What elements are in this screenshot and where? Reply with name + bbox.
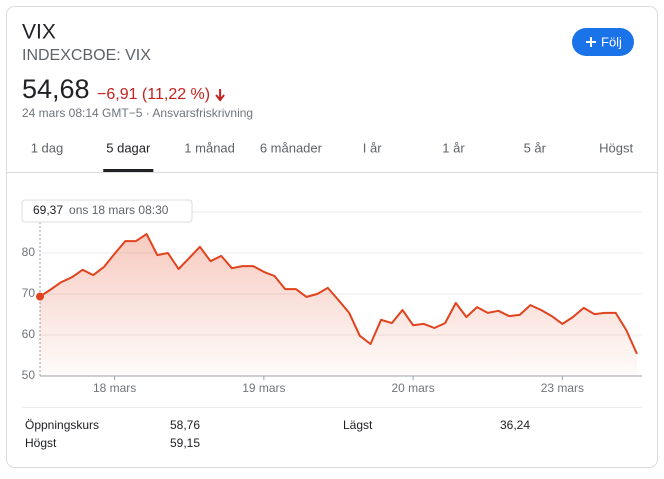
stat-label: Högst: [25, 436, 57, 450]
plus-icon: [586, 37, 596, 47]
price-change: −6,91 (11,22 %): [97, 86, 210, 103]
timestamp: 24 mars 08:14 GMT−5 · Ansvarsfriskrivnin…: [22, 106, 253, 120]
y-tick-label: 60: [22, 327, 36, 341]
y-tick-label: 50: [22, 368, 36, 382]
tab[interactable]: 5 år: [524, 140, 547, 155]
tab[interactable]: 6 månader: [260, 140, 323, 155]
stat-label: Lägst: [343, 418, 373, 432]
down-arrow: [215, 89, 225, 102]
x-tick-label: 18 mars: [93, 381, 136, 395]
tab[interactable]: 1 år: [442, 140, 465, 155]
x-tick-label: 20 mars: [391, 381, 434, 395]
ticker: INDEXCBOE: VIX: [22, 47, 151, 64]
tooltip-box: [21, 199, 193, 223]
tab[interactable]: 5 dagar: [106, 140, 151, 155]
tooltip-dot: [36, 292, 44, 301]
follow-label[interactable]: Följ: [601, 34, 622, 49]
y-tick-label: 70: [22, 286, 36, 300]
tab[interactable]: Högst: [599, 140, 633, 155]
price: 54,68: [22, 74, 90, 104]
tab[interactable]: I år: [363, 140, 382, 155]
tooltip-value: 69,37: [33, 203, 63, 217]
stat-value: 58,76: [170, 418, 200, 432]
tab-underline: [103, 169, 154, 172]
price-line: [39, 233, 638, 355]
tab[interactable]: 1 månad: [184, 140, 235, 155]
x-tick-label: 19 mars: [242, 381, 285, 395]
card: [6, 6, 658, 468]
follow-button[interactable]: Följ: [572, 28, 634, 56]
stat-value: 59,15: [170, 436, 200, 450]
x-tick-label: 23 mars: [541, 381, 584, 395]
tooltip-time: ons 18 mars 08:30: [69, 203, 169, 217]
area: [40, 234, 637, 376]
stat-label: Öppningskurs: [25, 418, 99, 432]
index-name: VIX: [22, 21, 56, 44]
tab[interactable]: 1 dag: [31, 140, 64, 155]
y-tick-label: 80: [22, 245, 36, 259]
follow-button-bg[interactable]: [572, 28, 634, 56]
stat-value: 36,24: [500, 418, 530, 432]
